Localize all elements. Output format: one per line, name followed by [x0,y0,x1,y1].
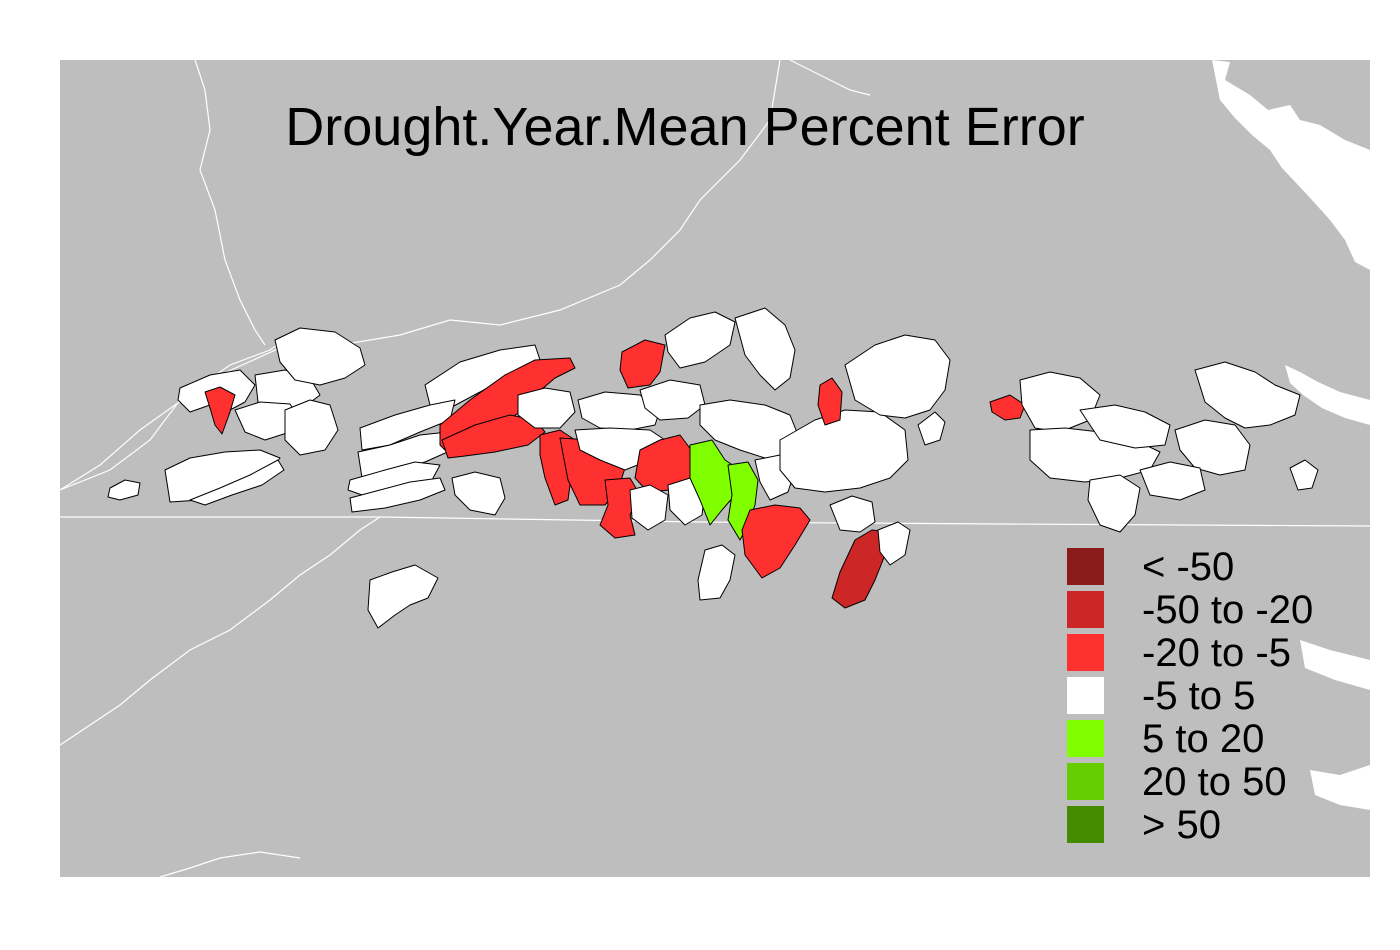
basin-far-east-red [989,394,1026,421]
basin-east-3 [917,411,946,446]
basin-east-5 [877,521,911,566]
border-southwest [59,516,381,746]
basin-south-1 [697,544,736,601]
map-title: Drought.Year.Mean Percent Error [285,97,1084,157]
legend-label: > 50 [1142,803,1221,847]
basin-far-east-5 [1174,419,1251,476]
basin-far-east-small [1289,459,1319,491]
bay-water [1212,60,1370,270]
basin-central-7 [517,387,576,429]
basin-far-east-6 [1087,474,1141,533]
basin-central-12 [734,307,796,391]
basin-central-10 [664,311,736,369]
legend-swatch [1067,806,1104,843]
legend-swatch [1067,720,1104,757]
basin-central-5 [349,477,446,513]
border-south [159,851,301,878]
basin-green-1 [689,439,741,526]
lower-bay-water [1300,640,1370,690]
basin-east-4 [829,495,876,533]
basin-west-red [204,386,236,435]
basin-southwest [367,564,439,629]
basins [107,307,1319,629]
basin-east-red [817,377,843,426]
basin-central-6 [451,471,506,516]
legend-label: -20 to -5 [1142,631,1291,675]
basin-small-far-west [107,479,141,501]
legend-swatch [1067,763,1104,800]
legend: < -50-50 to -20-20 to -5-5 to 55 to 2020… [1067,545,1313,847]
river-water [1285,365,1370,425]
basin-central-11 [639,379,706,421]
legend-swatch [1067,548,1104,585]
basin-far-east-4 [1194,361,1301,429]
basin-central-red-south [441,414,546,459]
legend-swatch [1067,634,1104,671]
legend-swatch [1067,591,1104,628]
legend-swatch [1067,677,1104,714]
basin-far-east-3 [1079,404,1171,449]
border-ridge [59,59,781,491]
legend-label: < -50 [1142,545,1234,589]
basin-central-13 [629,484,669,531]
legend-label: -5 to 5 [1142,674,1255,718]
border-mountain [194,59,266,346]
legend-label: 20 to 50 [1142,760,1287,804]
basin-far-east-7 [1139,461,1206,501]
basin-west-3 [274,327,366,386]
basin-east-2 [844,334,951,419]
basin-west-7 [189,459,285,506]
sound-water [1310,765,1370,810]
basin-central-red-upper [619,339,666,389]
basin-west-5 [284,399,339,456]
legend-label: -50 to -20 [1142,588,1313,632]
legend-label: 5 to 20 [1142,717,1264,761]
water-features [1212,60,1370,810]
basin-central-8 [577,391,661,431]
border-north [789,59,871,96]
basin-south-red [741,504,811,579]
